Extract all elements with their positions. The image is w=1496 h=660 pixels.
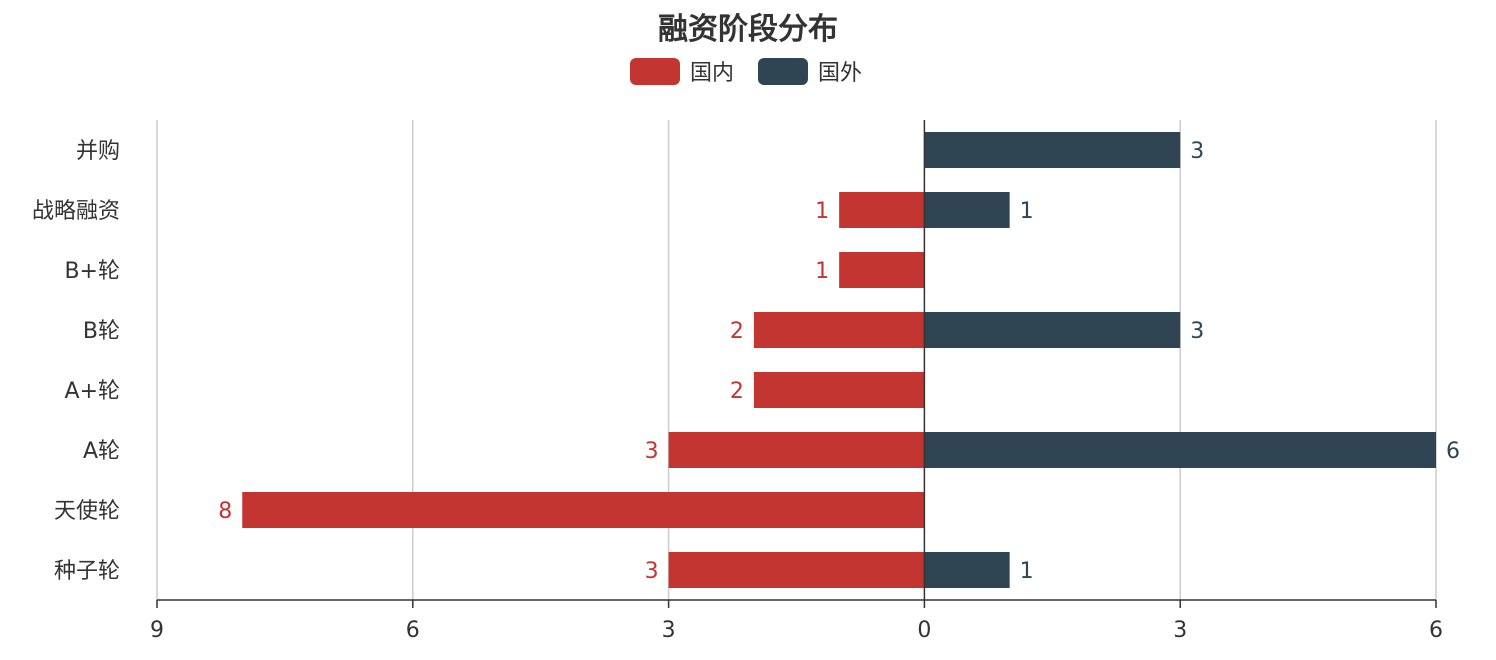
legend-label-domestic: 国内 (690, 61, 734, 86)
x-tick-label: 3 (1173, 618, 1187, 643)
x-tick-label: 6 (406, 618, 420, 643)
data-label: 1 (1020, 559, 1034, 584)
bar-domestic[interactable] (839, 252, 925, 288)
bar-domestic[interactable] (668, 552, 925, 588)
legend-swatch-foreign (758, 58, 808, 85)
bar-domestic[interactable] (668, 432, 925, 468)
bar-foreign[interactable] (924, 132, 1181, 168)
legend-item-foreign[interactable]: 国外 (758, 58, 862, 86)
bar-domestic[interactable] (753, 372, 925, 408)
bar-domestic[interactable] (753, 312, 925, 348)
legend-label-foreign: 国外 (818, 61, 862, 86)
data-label: 8 (218, 499, 232, 524)
x-axis: 9 6 3 0 3 6 (150, 120, 1443, 643)
bar-foreign[interactable] (924, 552, 1010, 588)
category-label: B+轮 (64, 259, 120, 284)
data-label: 1 (815, 199, 829, 224)
data-label: 2 (730, 319, 744, 344)
bars (242, 132, 1436, 588)
category-label: 战略融资 (32, 199, 120, 224)
category-label: 并购 (76, 139, 120, 164)
x-tick-label: 3 (662, 618, 676, 643)
data-label: 3 (1190, 319, 1204, 344)
bar-foreign[interactable] (924, 312, 1181, 348)
bar-foreign[interactable] (924, 192, 1010, 228)
value-labels: 3 1 8 3 6 2 2 3 1 1 1 3 (218, 139, 1460, 584)
x-tick-label: 9 (150, 618, 164, 643)
category-label: 天使轮 (54, 499, 120, 524)
legend-item-domestic[interactable]: 国内 (630, 58, 734, 86)
data-label: 3 (645, 439, 659, 464)
category-label: A轮 (83, 439, 120, 464)
data-label: 3 (645, 559, 659, 584)
category-label: A+轮 (65, 379, 120, 404)
data-label: 6 (1446, 439, 1460, 464)
data-label: 3 (1190, 139, 1204, 164)
bar-domestic[interactable] (839, 192, 925, 228)
category-label: B轮 (83, 319, 120, 344)
chart-title: 融资阶段分布 (658, 12, 838, 47)
x-tick-label: 6 (1429, 618, 1443, 643)
legend-swatch-domestic (630, 58, 680, 85)
bar-domestic[interactable] (242, 492, 925, 528)
category-label: 种子轮 (54, 559, 120, 584)
data-label: 1 (1020, 199, 1034, 224)
data-label: 1 (815, 259, 829, 284)
data-label: 2 (730, 379, 744, 404)
legend: 国内 国外 (630, 58, 862, 86)
bar-foreign[interactable] (924, 432, 1436, 468)
category-labels: 种子轮 天使轮 A轮 A+轮 B轮 B+轮 战略融资 并购 (32, 139, 120, 584)
x-tick-label: 0 (917, 618, 931, 643)
